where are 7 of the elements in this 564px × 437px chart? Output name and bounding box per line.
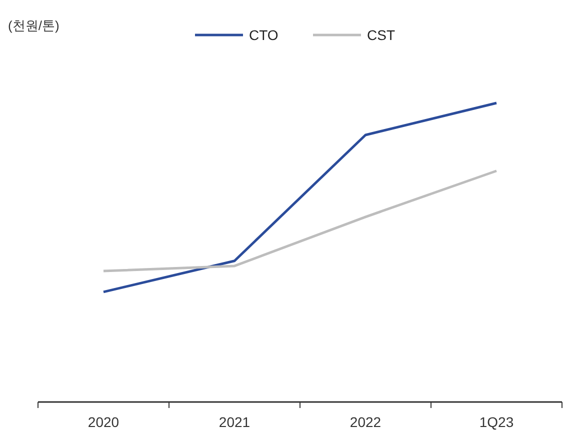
x-tick-label: 2022 bbox=[350, 414, 382, 430]
legend-label: CST bbox=[367, 27, 396, 43]
legend-label: CTO bbox=[249, 27, 278, 43]
text: (천원/톤) bbox=[8, 18, 60, 33]
x-tick-label: 2020 bbox=[88, 414, 120, 430]
x-tick-label: 2021 bbox=[218, 414, 250, 430]
x-tick-label: 1Q23 bbox=[479, 414, 514, 430]
